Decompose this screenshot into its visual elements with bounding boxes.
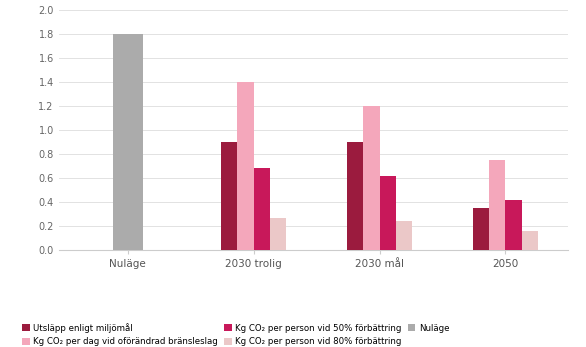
Bar <box>221 142 237 250</box>
Bar <box>347 142 363 250</box>
Bar <box>489 160 506 250</box>
Bar <box>473 208 489 250</box>
Bar <box>506 200 522 250</box>
Legend: Utsläpp enligt miljömål, Kg CO₂ per dag vid oförändrad bränsleslag, Kg CO₂ per p: Utsläpp enligt miljömål, Kg CO₂ per dag … <box>22 323 449 346</box>
Bar <box>270 218 287 250</box>
Bar <box>254 168 270 250</box>
Bar <box>237 82 254 250</box>
Bar <box>363 106 380 250</box>
Bar <box>380 176 396 250</box>
Bar <box>396 221 413 250</box>
Bar <box>522 231 538 250</box>
Bar <box>113 34 142 250</box>
